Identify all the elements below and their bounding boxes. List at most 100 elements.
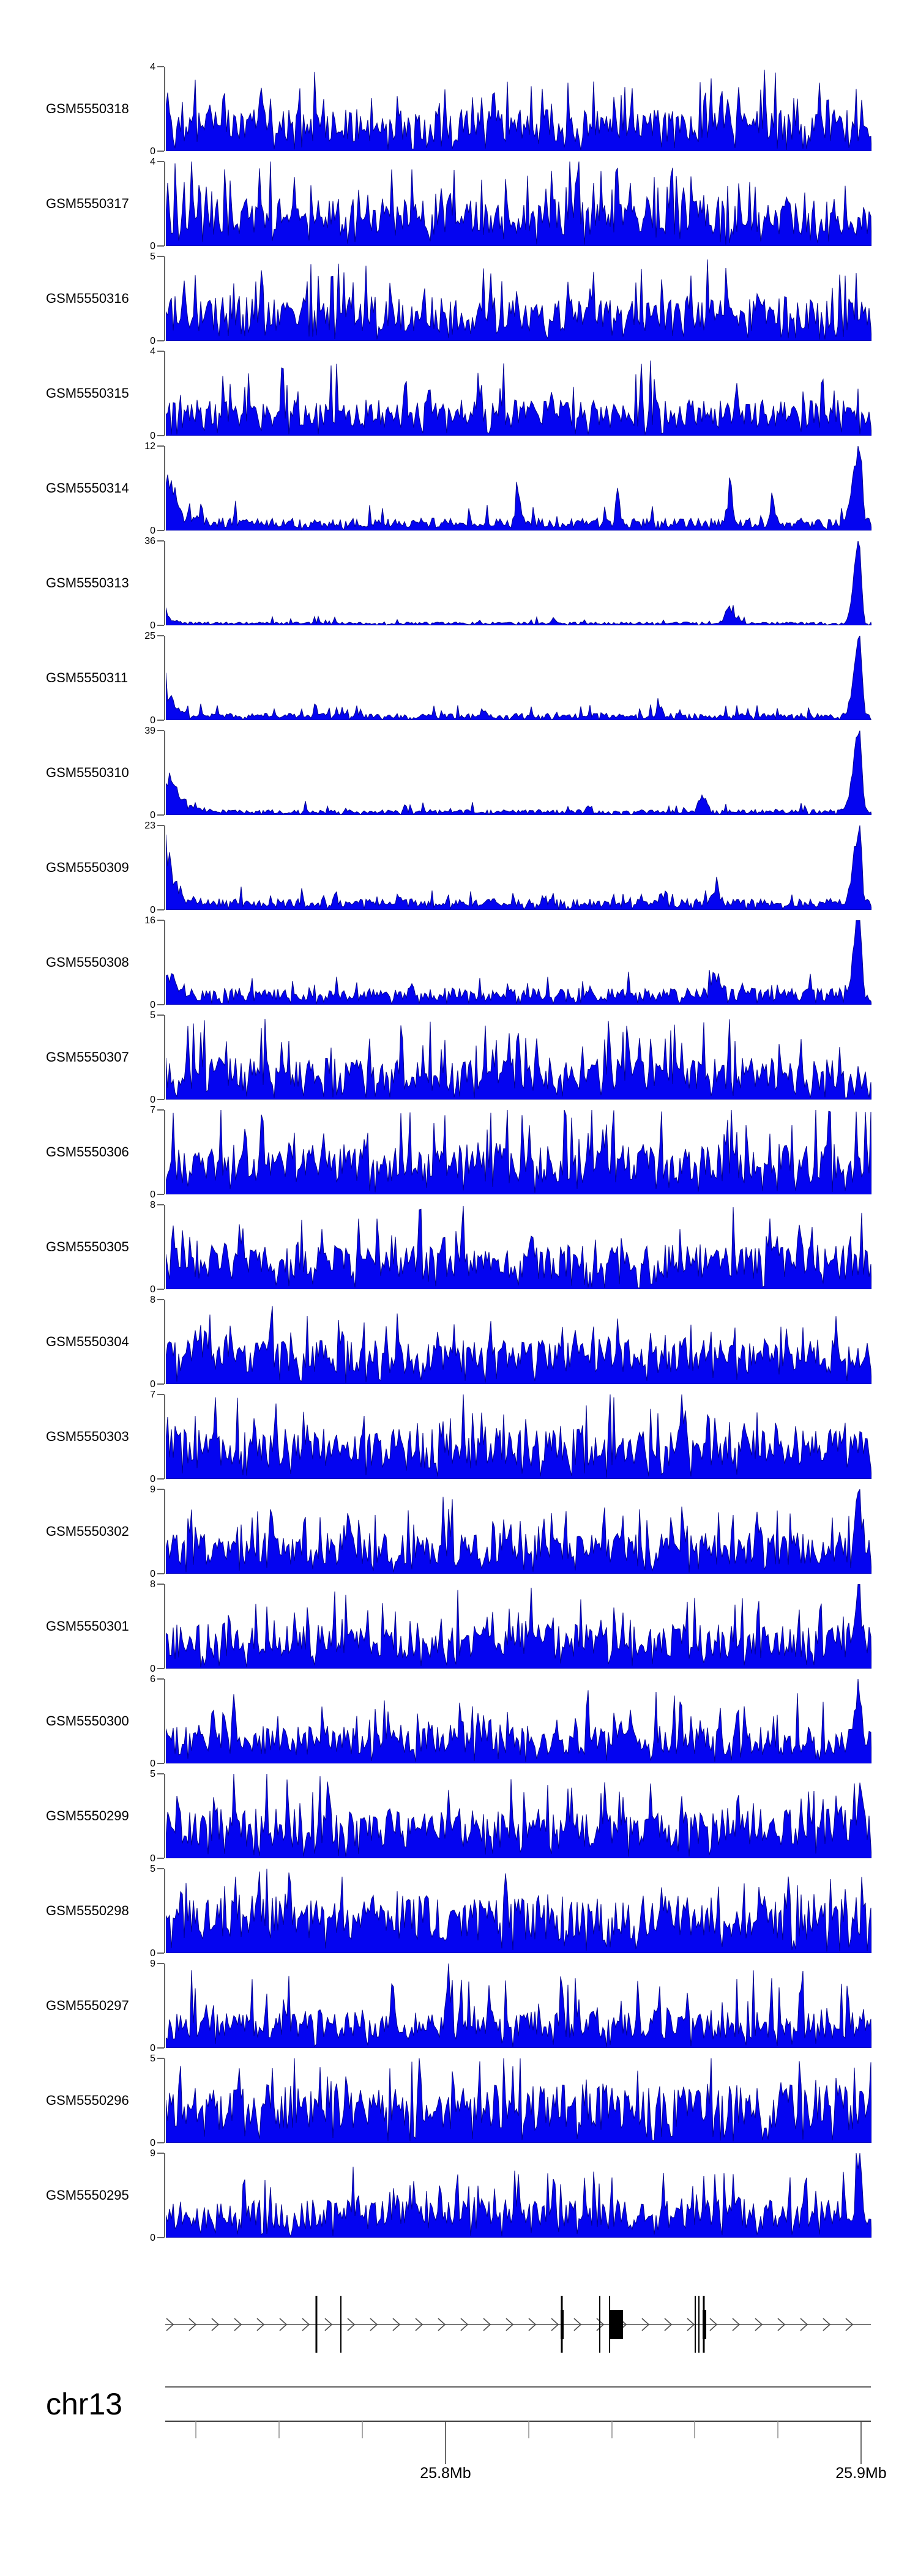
yaxis-max-label: 23 [144, 821, 155, 831]
yaxis-max-label: 16 [144, 915, 155, 926]
yaxis-max-label: 6 [150, 1674, 155, 1684]
genome-axis-tick-label: 25.9Mb [835, 2465, 886, 2482]
yaxis-line [164, 636, 165, 720]
gene-and-axis-panel: 25.8Mb 25.9Mb [165, 2296, 887, 2482]
strand-arrow-icon [370, 2318, 378, 2331]
coverage-histogram [166, 541, 871, 625]
yaxis-line [164, 2058, 165, 2143]
yaxis-line [164, 541, 165, 625]
track-sample-label: GSM5550314 [46, 480, 129, 496]
yaxis-bottom-tick [157, 340, 164, 341]
coverage-histogram [166, 731, 871, 815]
yaxis-max-label: 7 [150, 1390, 155, 1400]
yaxis-zero-label: 0 [150, 1284, 155, 1295]
yaxis-bottom-tick [157, 151, 164, 152]
yaxis-max-label: 4 [150, 157, 155, 167]
yaxis-zero-label: 0 [150, 2233, 155, 2243]
strand-arrow-icon [732, 2318, 741, 2331]
strand-arrow-icon [302, 2318, 310, 2331]
yaxis-bottom-tick [157, 1858, 164, 1859]
yaxis-bottom-tick [157, 1194, 164, 1195]
strand-arrow-icon [845, 2318, 854, 2331]
yaxis-zero-label: 0 [150, 1379, 155, 1390]
yaxis-top-tick [157, 161, 164, 162]
track-row-GSM5550314: GSM5550314 12 0 [0, 441, 918, 536]
coverage-histogram [166, 1110, 871, 1194]
track-sample-label: GSM5550313 [46, 575, 129, 590]
yaxis-max-label: 5 [150, 251, 155, 262]
coverage-histogram [166, 259, 871, 341]
yaxis-line [164, 1869, 165, 1953]
yaxis-bottom-tick [157, 625, 164, 626]
track-row-GSM5550313: GSM5550313 36 0 [0, 536, 918, 631]
yaxis-bottom-tick [157, 1763, 164, 1764]
strand-arrow-icon [755, 2318, 763, 2331]
yaxis-top-tick [157, 1963, 164, 1964]
yaxis-line [164, 1489, 165, 1574]
coverage-histogram [166, 1964, 871, 2048]
coverage-area-GSM5550309 [166, 825, 871, 910]
yaxis-line [164, 1964, 165, 2048]
track-row-GSM5550309: GSM5550309 23 0 [0, 821, 918, 915]
yaxis-zero-label: 0 [150, 715, 155, 726]
coverage-histogram [166, 1205, 871, 1289]
track-sample-label: GSM5550315 [46, 385, 129, 401]
track-row-GSM5550306: GSM5550306 7 0 [0, 1105, 918, 1200]
yaxis-max-label: 36 [144, 536, 155, 546]
yaxis-bottom-tick [157, 720, 164, 721]
yaxis-top-tick [157, 1204, 164, 1205]
strand-arrow-icon [392, 2318, 401, 2331]
track-row-GSM5550301: GSM5550301 8 0 [0, 1579, 918, 1674]
yaxis-top-tick [157, 1773, 164, 1774]
yaxis-bottom-tick [157, 1668, 164, 1669]
track-sample-label: GSM5550296 [46, 2093, 129, 2108]
yaxis-bottom-tick [157, 1478, 164, 1480]
strand-arrow-icon [506, 2318, 514, 2331]
yaxis-zero-label: 0 [150, 1664, 155, 1674]
coverage-histogram [166, 360, 871, 436]
yaxis-top-tick [157, 1584, 164, 1585]
strand-arrow-icon [823, 2318, 831, 2331]
yaxis-bottom-tick [157, 530, 164, 531]
strand-arrow-icon [211, 2318, 220, 2331]
track-sample-label: GSM5550304 [46, 1334, 129, 1349]
exon-box [610, 2310, 624, 2339]
yaxis-bottom-tick [157, 435, 164, 436]
strand-arrow-icon [460, 2318, 469, 2331]
track-row-GSM5550307: GSM5550307 5 0 [0, 1010, 918, 1105]
yaxis-max-label: 5 [150, 2053, 155, 2064]
coverage-histogram [166, 162, 871, 246]
strand-arrow-icon [438, 2318, 446, 2331]
yaxis-max-label: 8 [150, 1200, 155, 1210]
track-sample-label: GSM5550305 [46, 1239, 129, 1254]
strand-arrow-icon [777, 2318, 786, 2331]
strand-arrow-icon [709, 2318, 718, 2331]
yaxis-line [164, 1205, 165, 1289]
track-row-GSM5550299: GSM5550299 5 0 [0, 1769, 918, 1864]
strand-arrow-icon [234, 2318, 242, 2331]
strand-arrow-icon [166, 2318, 174, 2331]
strand-arrow-icon [347, 2318, 356, 2331]
track-sample-label: GSM5550295 [46, 2187, 129, 2203]
yaxis-line [164, 920, 165, 1005]
coverage-area-GSM5550311 [166, 636, 871, 720]
yaxis-line [164, 2153, 165, 2238]
yaxis-zero-label: 0 [150, 146, 155, 157]
coverage-area-GSM5550318 [166, 69, 871, 151]
coverage-area-GSM5550299 [166, 1774, 871, 1858]
yaxis-bottom-tick [157, 1099, 164, 1100]
track-row-GSM5550318: GSM5550318 4 0 [0, 62, 918, 157]
yaxis-zero-label: 0 [150, 1759, 155, 1769]
yaxis-max-label: 5 [150, 1864, 155, 1874]
yaxis-zero-label: 0 [150, 2138, 155, 2148]
strand-arrow-icon [188, 2318, 197, 2331]
track-sample-label: GSM5550307 [46, 1049, 129, 1065]
yaxis-line [164, 1774, 165, 1858]
yaxis-top-tick [157, 2153, 164, 2154]
coverage-area-GSM5550310 [166, 731, 871, 815]
track-row-GSM5550316: GSM5550316 5 0 [0, 251, 918, 346]
yaxis-zero-label: 0 [150, 526, 155, 536]
yaxis-max-label: 9 [150, 2148, 155, 2159]
track-sample-label: GSM5550300 [46, 1713, 129, 1729]
strand-arrow-icon [573, 2318, 582, 2331]
